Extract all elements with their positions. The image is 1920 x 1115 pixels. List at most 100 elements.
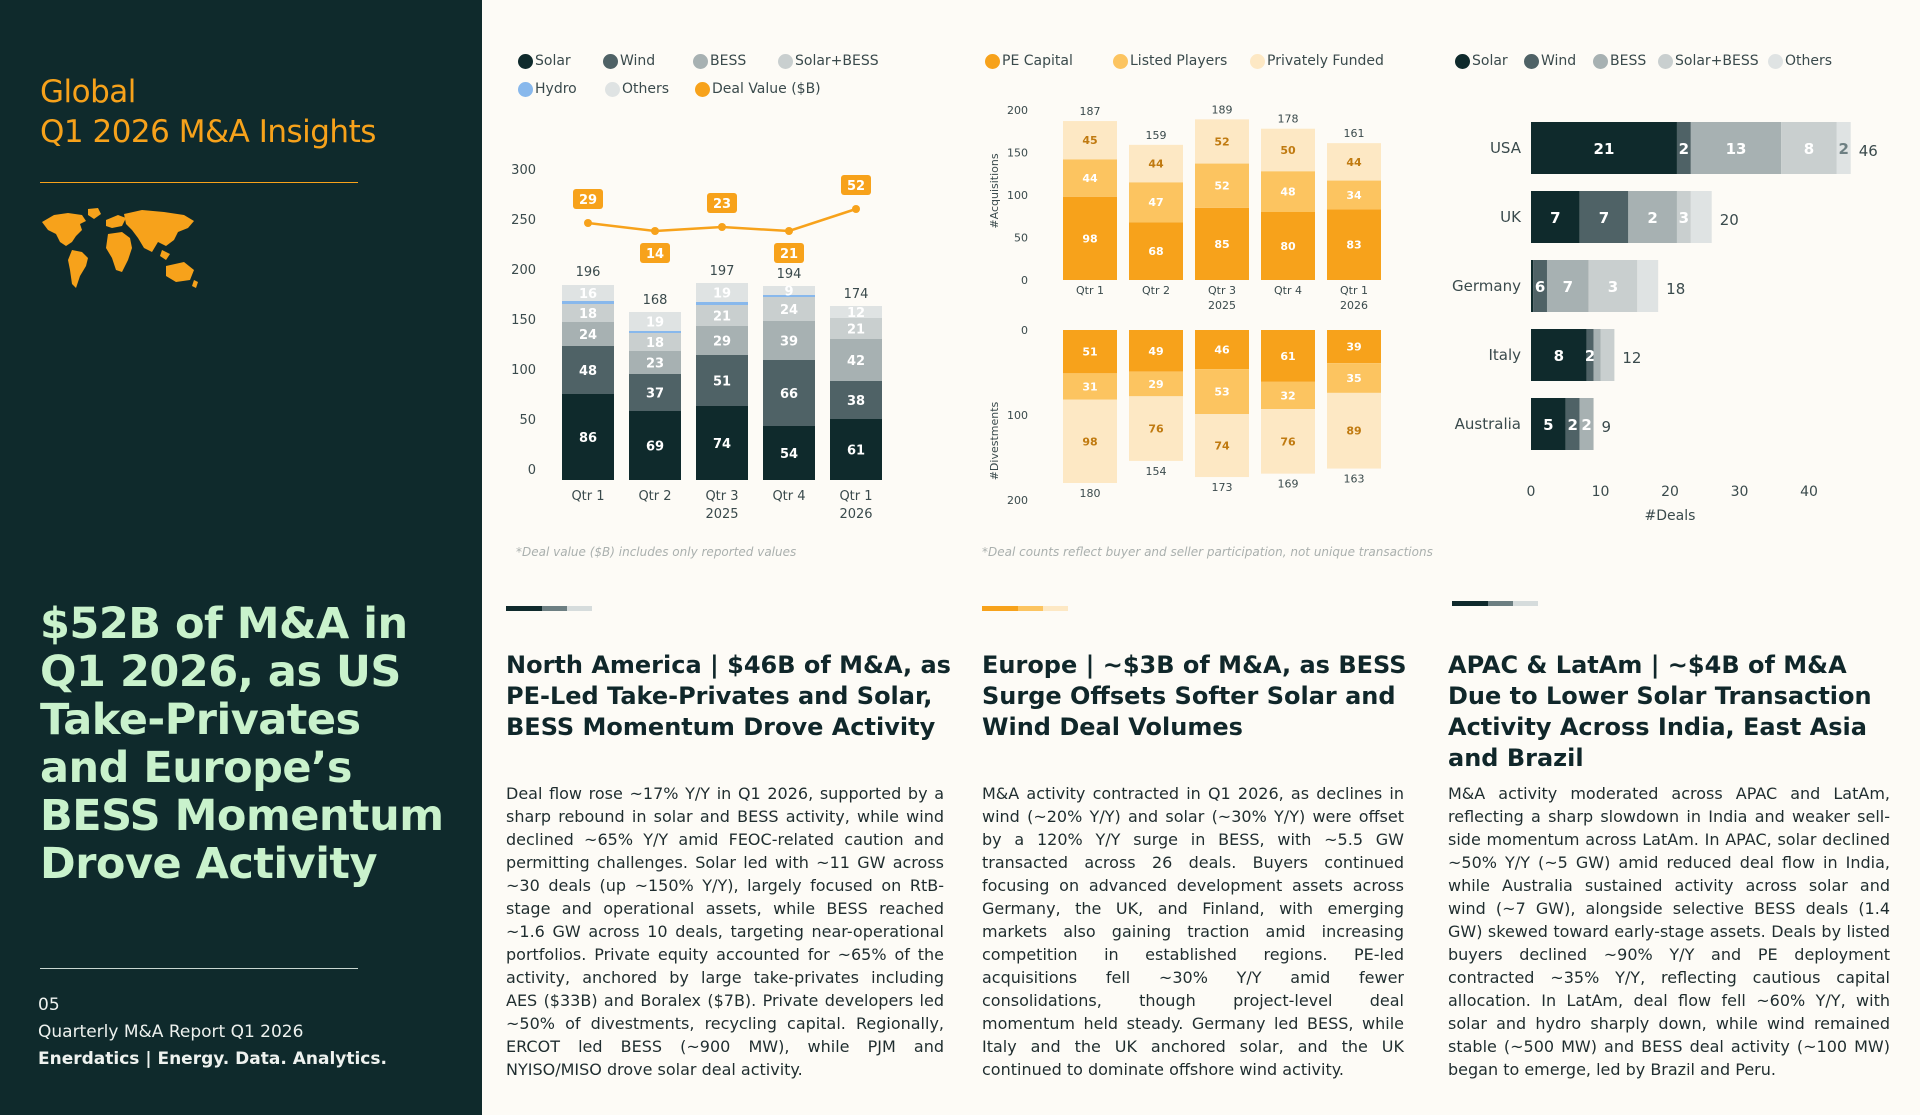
bar-value-label: 13 <box>1726 140 1747 158</box>
x-tick-label: Qtr 3 <box>705 489 738 504</box>
acq-bar-value-label: 52 <box>1214 180 1229 193</box>
deal-value-label: 52 <box>847 179 865 194</box>
legend-swatch-solar-bess <box>1658 53 1673 69</box>
report-title: Global Q1 2026 M&A Insights <box>40 72 376 152</box>
bar-segment-hydro <box>629 331 681 333</box>
acq-bar-segment-pe-capital <box>1261 212 1315 280</box>
na-section-body: Deal flow rose ~17% Y/Y in Q1 2026, supp… <box>506 784 944 1079</box>
legend-item-solar-bess: Solar+BESS <box>1658 53 1759 69</box>
world-map-icon <box>42 208 198 288</box>
category-label: Australia <box>1455 415 1521 433</box>
legend-label: Wind <box>620 53 656 69</box>
bar-total-label: 194 <box>777 267 802 282</box>
x-axis-label: #Deals <box>1645 508 1696 524</box>
div-bar-segment-privately-funded <box>1327 392 1381 469</box>
div-bar-segment-listed-players <box>1327 363 1381 393</box>
div-bar-segment-privately-funded <box>1129 396 1183 461</box>
year-label: 2026 <box>1340 299 1368 312</box>
div-bar-segment-pe-capital <box>1195 330 1249 370</box>
bar-value-label: 19 <box>646 316 664 331</box>
bar-segment-solar-bess <box>1588 260 1638 312</box>
legend-swatch-bess <box>1593 53 1608 69</box>
bar-segment-bess <box>830 339 882 381</box>
y-tick-label: 0 <box>1021 324 1028 337</box>
bar-segment-solar <box>629 411 681 480</box>
div-bar-segment-privately-funded <box>1195 414 1249 478</box>
acq-bar-value-label: 44 <box>1346 156 1362 169</box>
div-bar-segment-privately-funded <box>1261 409 1315 474</box>
year-label: 2026 <box>839 507 872 522</box>
legend-item-privately-funded: Privately Funded <box>1250 53 1384 69</box>
bar-value-label: 51 <box>713 375 731 390</box>
bar-segment-hydro <box>763 295 815 297</box>
acq-bar-value-label: 98 <box>1082 232 1097 245</box>
bar-segment-bess <box>1628 191 1677 243</box>
x-tick-label: Qtr 4 <box>772 489 805 504</box>
bar-segment-solar-bess <box>1676 191 1691 243</box>
bar-segment-bess <box>1546 260 1589 312</box>
acq-bar-value-label: 34 <box>1346 189 1362 202</box>
bar-value-label: 21 <box>713 310 731 325</box>
eu-accent-bar <box>982 606 1068 611</box>
bar-segment-solar <box>830 419 882 480</box>
div-bar-value-label: 89 <box>1346 425 1361 438</box>
div-bar-segment-pe-capital <box>1129 330 1183 372</box>
bar-value-label: 6 <box>1535 278 1545 296</box>
acq-bar-value-label: 85 <box>1214 238 1229 251</box>
bar-segment-others <box>1637 260 1659 312</box>
bar-value-label: 21 <box>1594 140 1615 158</box>
bar-total-label: 174 <box>844 287 869 302</box>
bar-value-label: 9 <box>784 285 793 300</box>
bar-segment-others <box>629 312 681 331</box>
acq-bar-value-label: 44 <box>1082 172 1098 185</box>
bar-value-label: 7 <box>1563 278 1573 296</box>
bar-segment-wind <box>1565 398 1580 450</box>
legend-swatch-pe-capital <box>985 53 1000 69</box>
acq-bar-value-label: 83 <box>1346 239 1361 252</box>
deal-value-point <box>718 223 726 231</box>
legend-label: Wind <box>1541 53 1577 69</box>
acq-bar-segment-privately-funded <box>1261 128 1315 172</box>
x-tick-label: Qtr 2 <box>638 489 671 504</box>
x-tick-label: 20 <box>1661 484 1679 500</box>
bar-value-label: 18 <box>646 336 664 351</box>
div-total-label: 173 <box>1212 481 1233 494</box>
legend-item-solar: Solar <box>1455 53 1508 69</box>
acq-total-label: 161 <box>1344 127 1365 140</box>
bar-value-label: 2 <box>1647 209 1657 227</box>
bar-value-label: 18 <box>579 307 597 322</box>
y-tick-label: 0 <box>1021 274 1028 287</box>
legend-item-hydro: Hydro <box>518 81 577 97</box>
y-tick-label: 0 <box>528 463 536 478</box>
div-bar-segment-listed-players <box>1195 369 1249 415</box>
div-bar-value-label: 98 <box>1082 435 1097 448</box>
legend-label: Others <box>1785 53 1833 69</box>
na-section-heading: North America | $46B of M&A, as PE-Led T… <box>506 651 951 741</box>
bar-segment-hydro <box>696 302 748 305</box>
bar-segment-others <box>1836 122 1851 174</box>
bar-value-label: 2 <box>1585 347 1595 365</box>
bar-total-label: 18 <box>1666 280 1685 298</box>
legend-item-wind: Wind <box>603 53 655 69</box>
eu-deals-chart: 0 50 100 150 200 0 100 200 #Acquisitions #Divestm… <box>988 103 1381 507</box>
acq-bar-value-label: 44 <box>1148 158 1164 171</box>
legend-label: Listed Players <box>1130 53 1228 69</box>
eu-section-body: M&A activity contracted in Q1 2026, as d… <box>982 784 1404 1079</box>
y-tick-label: 150 <box>1007 147 1028 160</box>
legend-swatch-solar-bess <box>778 53 793 69</box>
legend-label: Solar <box>535 53 571 69</box>
acq-bar-value-label: 68 <box>1148 245 1163 258</box>
legend-label: Solar+BESS <box>795 53 879 69</box>
bar-total-label: 9 <box>1602 418 1612 436</box>
bar-total-label: 46 <box>1859 142 1878 160</box>
bar-value-label: 19 <box>713 287 731 302</box>
na-deals-chart: 0 50 100 150 200 250 300 86 48 24 18 16 196 Qtr 1 69 37… <box>511 163 882 522</box>
bar-segment-wind <box>830 381 882 419</box>
legend-swatch-bess <box>693 53 708 69</box>
legend-item-others: Others <box>605 81 669 97</box>
category-label: Germany <box>1452 277 1521 295</box>
x-tick-label: Qtr 1 <box>1076 284 1104 297</box>
acq-bar-segment-privately-funded <box>1327 143 1381 181</box>
div-bar-segment-listed-players <box>1261 381 1315 410</box>
legend-swatch-hydro <box>518 81 533 97</box>
